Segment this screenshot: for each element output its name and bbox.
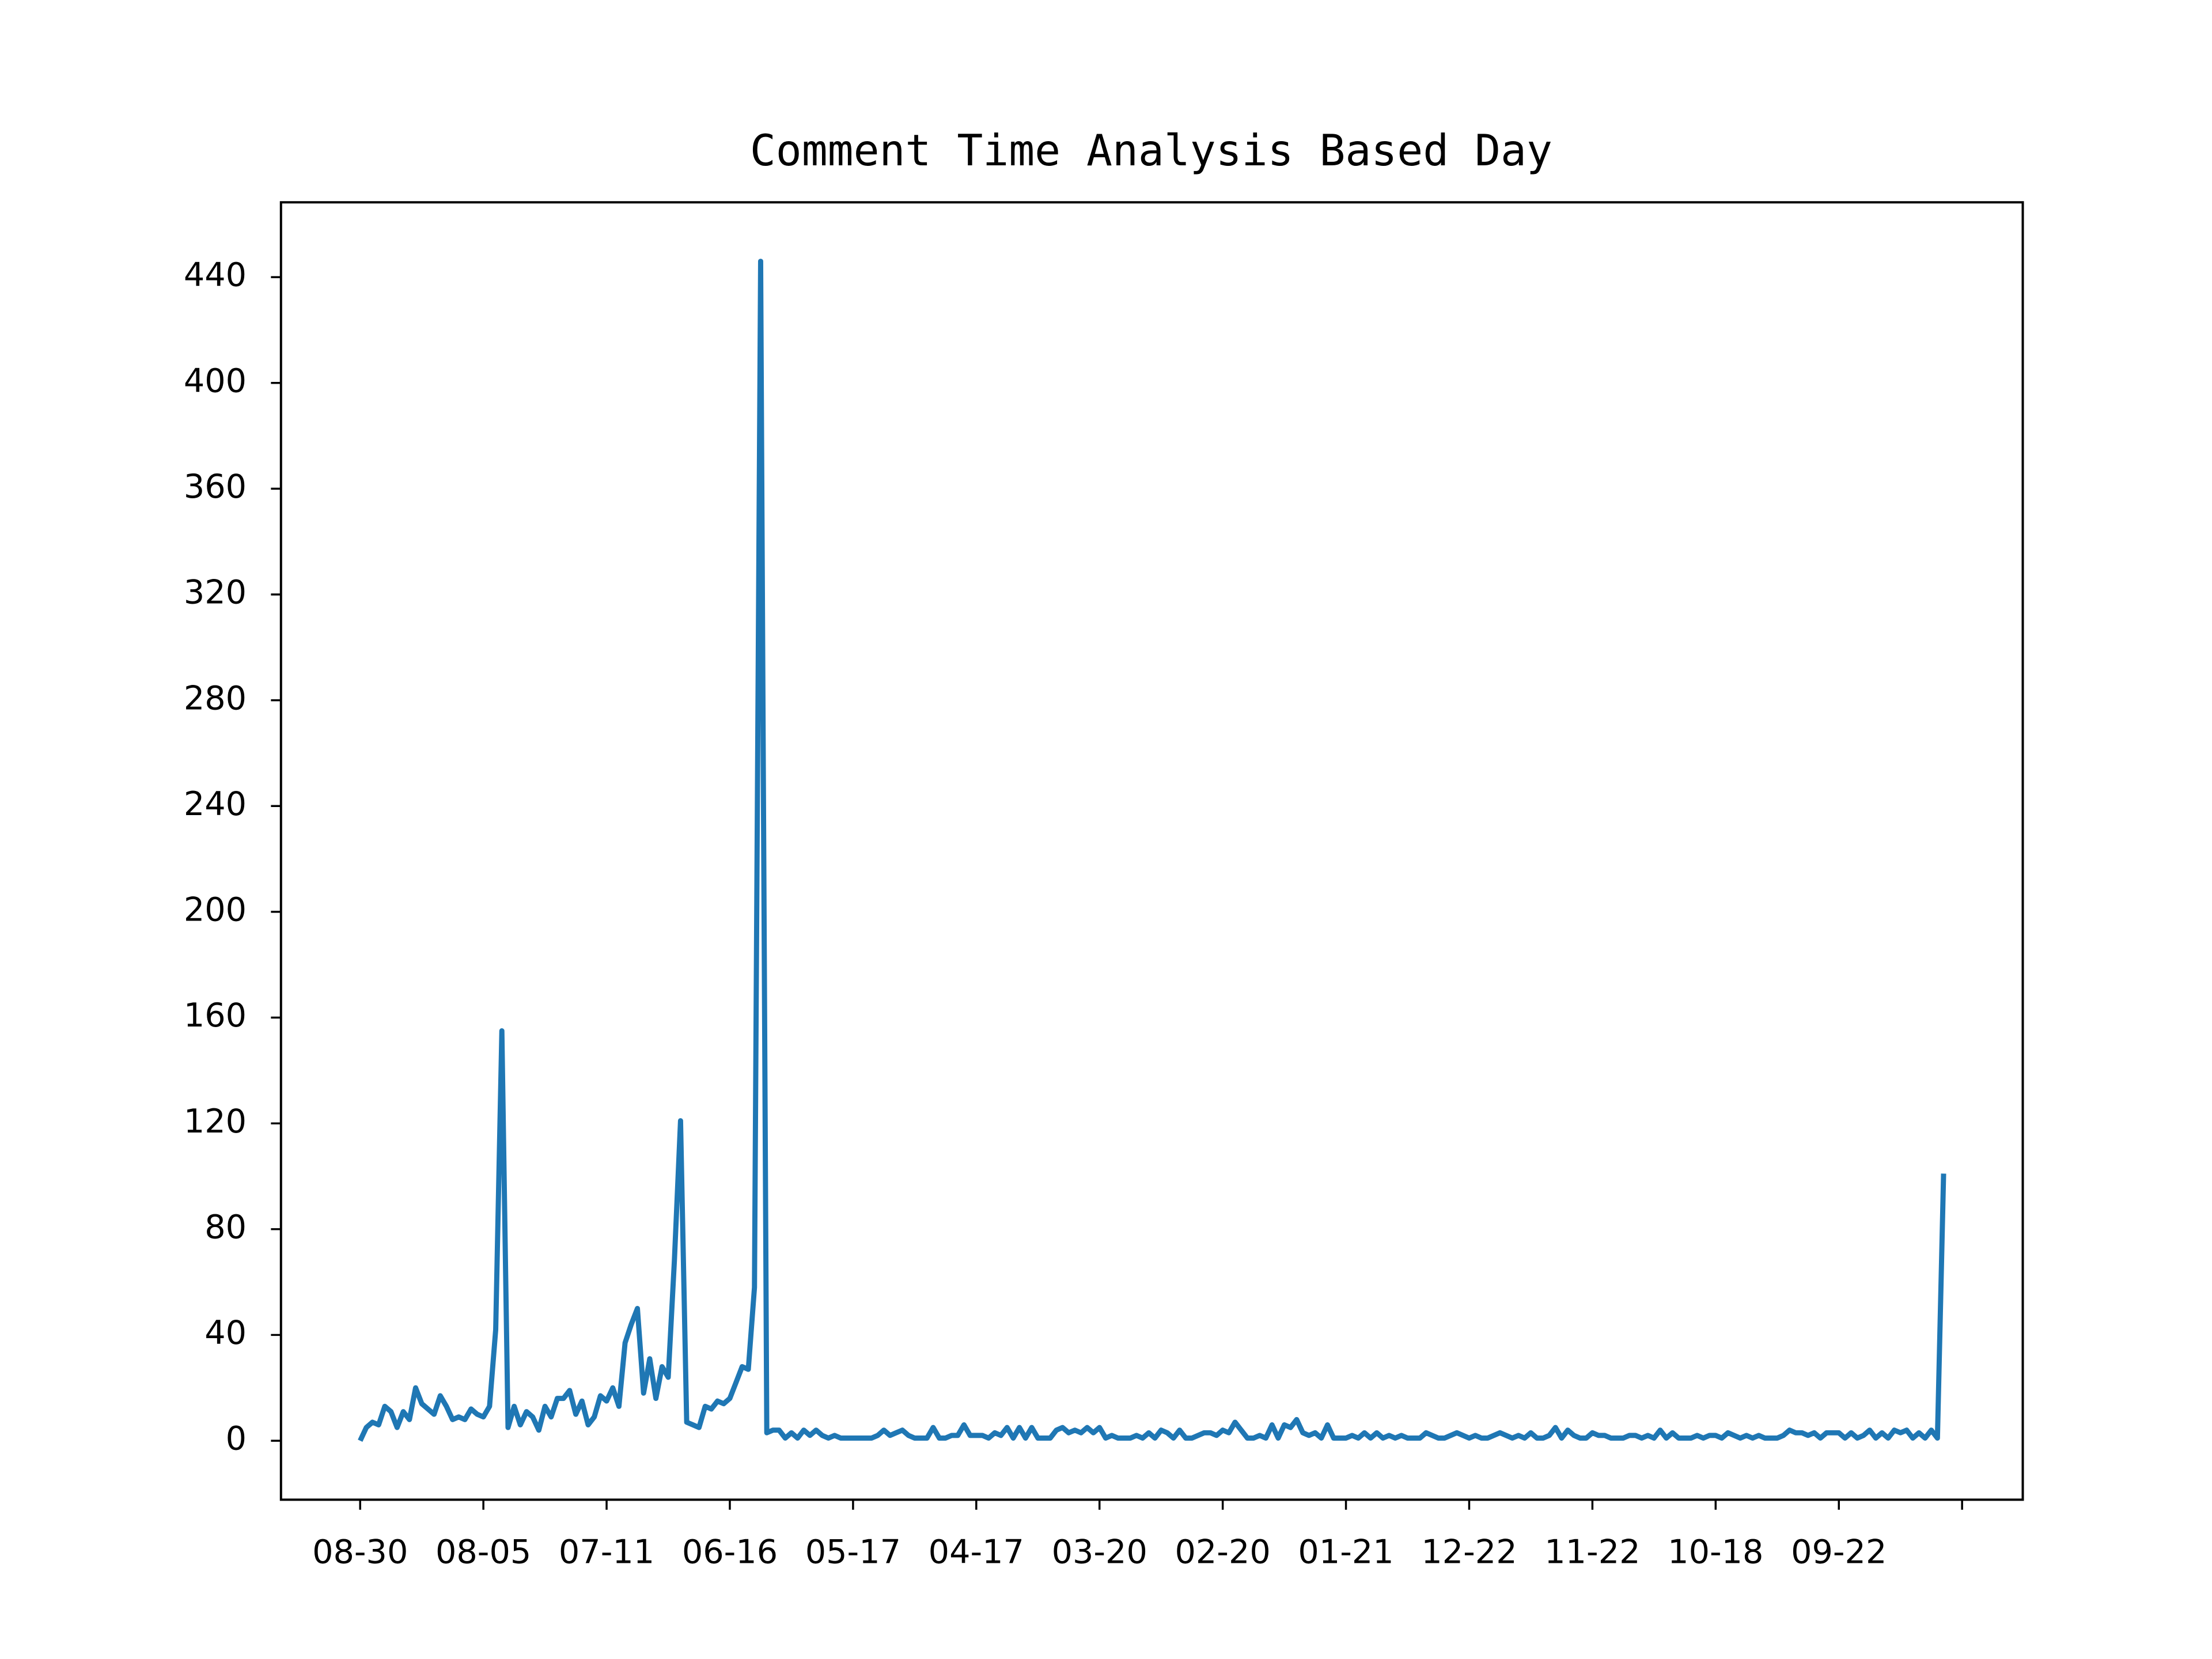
y-tick-label: 360: [184, 468, 247, 506]
y-tick-label: 440: [184, 256, 247, 294]
x-tick-label: 08-30: [312, 1533, 408, 1571]
y-tick-label: 280: [184, 679, 247, 717]
x-tick-label: 06-16: [682, 1533, 778, 1571]
x-tick-label: 03-20: [1052, 1533, 1147, 1571]
x-tick-label: 07-11: [559, 1533, 654, 1571]
x-tick-label: 11-22: [1544, 1533, 1640, 1571]
x-tick-label: 02-20: [1175, 1533, 1271, 1571]
plot-frame: [279, 201, 2024, 1501]
x-tick-label: 08-05: [435, 1533, 531, 1571]
y-tick-label: 400: [184, 362, 247, 400]
x-tick-label: 05-17: [805, 1533, 901, 1571]
y-tick-label: 120: [184, 1103, 247, 1141]
y-tick-label: 40: [204, 1314, 247, 1352]
data-line: [358, 259, 1946, 1442]
x-tick-label: 04-17: [929, 1533, 1024, 1571]
y-tick-label: 80: [204, 1208, 247, 1246]
x-tick-label: 01-21: [1298, 1533, 1393, 1571]
x-tick-label: 09-22: [1791, 1533, 1887, 1571]
y-tick-label: 240: [184, 785, 247, 823]
x-tick-label: 12-22: [1421, 1533, 1517, 1571]
chart-title: Comment Time Analysis Based Day: [750, 126, 1552, 176]
y-tick-label: 320: [184, 574, 247, 612]
y-tick-label: 160: [184, 997, 247, 1035]
y-tick-label: 0: [226, 1420, 247, 1458]
x-tick-label: 10-18: [1668, 1533, 1763, 1571]
y-tick-label: 200: [184, 891, 247, 929]
